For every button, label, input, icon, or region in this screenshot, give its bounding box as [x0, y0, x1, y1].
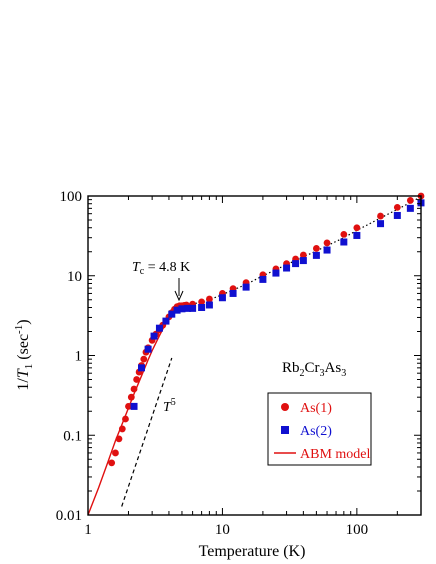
axis-ticks — [87, 195, 422, 516]
point-as2 — [198, 303, 206, 311]
point-as1 — [118, 425, 126, 433]
point-as2 — [323, 246, 331, 254]
y-axis-label: 1/T1 (sec-1) — [13, 319, 35, 390]
point-as2 — [178, 305, 186, 313]
t5-dashed-line — [121, 357, 173, 507]
point-as2 — [242, 283, 250, 291]
point-as1 — [377, 212, 384, 220]
point-as2 — [340, 238, 348, 246]
x-axis-label: Temperature (K) — [199, 543, 306, 560]
point-as1 — [133, 376, 141, 383]
point-as2 — [406, 204, 414, 212]
point-as1 — [122, 415, 129, 423]
point-as1 — [340, 230, 348, 238]
x-tick-label: 1 — [84, 522, 92, 538]
point-as1 — [198, 298, 206, 306]
point-as2 — [130, 402, 138, 410]
x-tick-label: 100 — [346, 522, 369, 538]
x-tick-label: 10 — [215, 522, 230, 538]
data-points — [108, 192, 425, 467]
point-as2 — [353, 231, 361, 239]
point-as1 — [312, 245, 320, 252]
point-as2 — [150, 332, 158, 340]
point-as1 — [206, 295, 213, 303]
y-tick-label: 100 — [60, 189, 83, 205]
legend: As(1) As(2) ABM model — [267, 392, 372, 466]
compound-label: Rb2Cr3As3 — [282, 360, 346, 379]
model-curves — [87, 196, 422, 516]
plot-frame — [87, 195, 422, 516]
legend-label-as2: As(2) — [300, 424, 332, 439]
point-as2 — [299, 257, 307, 265]
point-as2 — [189, 304, 197, 312]
point-as1 — [299, 251, 307, 259]
point-as1 — [115, 435, 123, 443]
point-as1 — [108, 459, 116, 467]
legend-marker-as1 — [281, 403, 289, 411]
tc-annotation: Tc = 4.8 K — [132, 260, 190, 277]
t5-label: T5 — [163, 397, 176, 415]
point-as1 — [130, 385, 138, 393]
point-as2 — [312, 251, 320, 259]
point-as1 — [125, 403, 132, 410]
point-as2 — [272, 269, 280, 277]
point-as2 — [218, 294, 226, 302]
legend-label-as1: As(1) — [300, 401, 332, 416]
point-as2 — [377, 220, 385, 228]
point-as2 — [283, 264, 291, 272]
point-as2 — [168, 310, 176, 318]
y-tick-label: 0.01 — [56, 508, 82, 524]
point-as1 — [323, 239, 331, 247]
tick-labels: 1 10 100 0.01 0.1 1 10 100 — [56, 189, 368, 538]
point-as2 — [144, 345, 152, 353]
point-as1 — [112, 449, 119, 457]
point-as2 — [162, 317, 170, 325]
point-as2 — [393, 211, 401, 219]
point-as2 — [184, 304, 192, 312]
y-tick-label: 10 — [67, 269, 82, 285]
point-as1 — [127, 393, 135, 401]
point-as2 — [173, 306, 181, 314]
point-as2 — [155, 324, 163, 332]
point-as1 — [393, 203, 401, 211]
y-tick-label: 0.1 — [63, 428, 82, 444]
point-as2 — [229, 289, 237, 297]
tc-arrowhead — [174, 290, 184, 302]
point-as2 — [137, 364, 145, 372]
point-as2 — [205, 301, 213, 309]
point-as1 — [406, 197, 414, 204]
legend-marker-as2 — [281, 426, 289, 434]
point-as2 — [259, 275, 267, 283]
y-tick-label: 1 — [75, 349, 83, 365]
dotted-fit-curve — [179, 196, 422, 307]
point-as1 — [140, 355, 148, 363]
point-as1 — [353, 224, 361, 232]
legend-label-abm: ABM model — [300, 447, 371, 462]
point-as2 — [292, 260, 300, 268]
